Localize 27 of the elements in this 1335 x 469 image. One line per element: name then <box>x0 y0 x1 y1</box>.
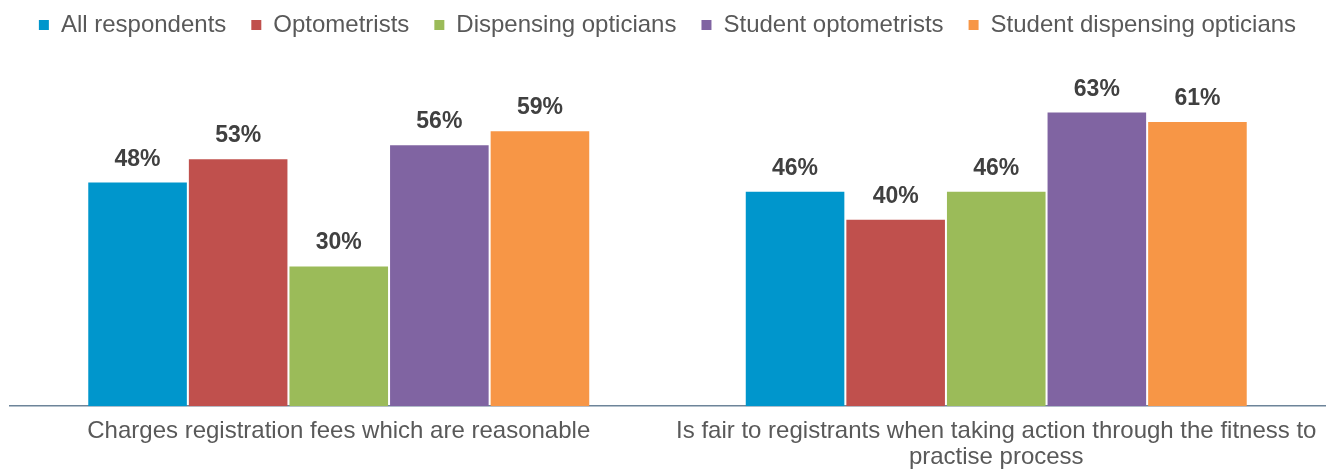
bar <box>946 191 1046 407</box>
x-tick-label: Is fair to registrants when taking action through the fitness to practise process <box>676 416 1317 469</box>
legend-label: All respondents <box>60 9 227 37</box>
data-label: 46% <box>772 153 819 180</box>
data-label: 61% <box>1174 83 1221 110</box>
bar <box>846 219 945 407</box>
data-label: 40% <box>872 181 919 208</box>
bar <box>1047 112 1147 407</box>
data-label: 48% <box>114 144 161 171</box>
bar <box>289 266 389 407</box>
data-label: 59% <box>516 93 563 120</box>
data-label: 56% <box>416 107 463 134</box>
x-tick-label: Charges registration fees which are reasonable <box>87 416 591 444</box>
legend-label: Student optometrists <box>723 9 944 37</box>
legend-label: Student dispensing opticians <box>990 9 1297 37</box>
bar <box>390 145 489 407</box>
bar <box>1148 121 1247 407</box>
data-label: 46% <box>973 153 1020 180</box>
bar <box>188 159 288 407</box>
data-label: 63% <box>1073 74 1120 101</box>
legend-label: Dispensing opticians <box>456 9 677 37</box>
bar <box>490 131 590 407</box>
legend-label: Optometrists <box>273 9 410 37</box>
data-label: 53% <box>215 121 262 148</box>
bar <box>745 191 845 407</box>
data-label: 30% <box>315 228 362 255</box>
bar <box>88 182 187 407</box>
